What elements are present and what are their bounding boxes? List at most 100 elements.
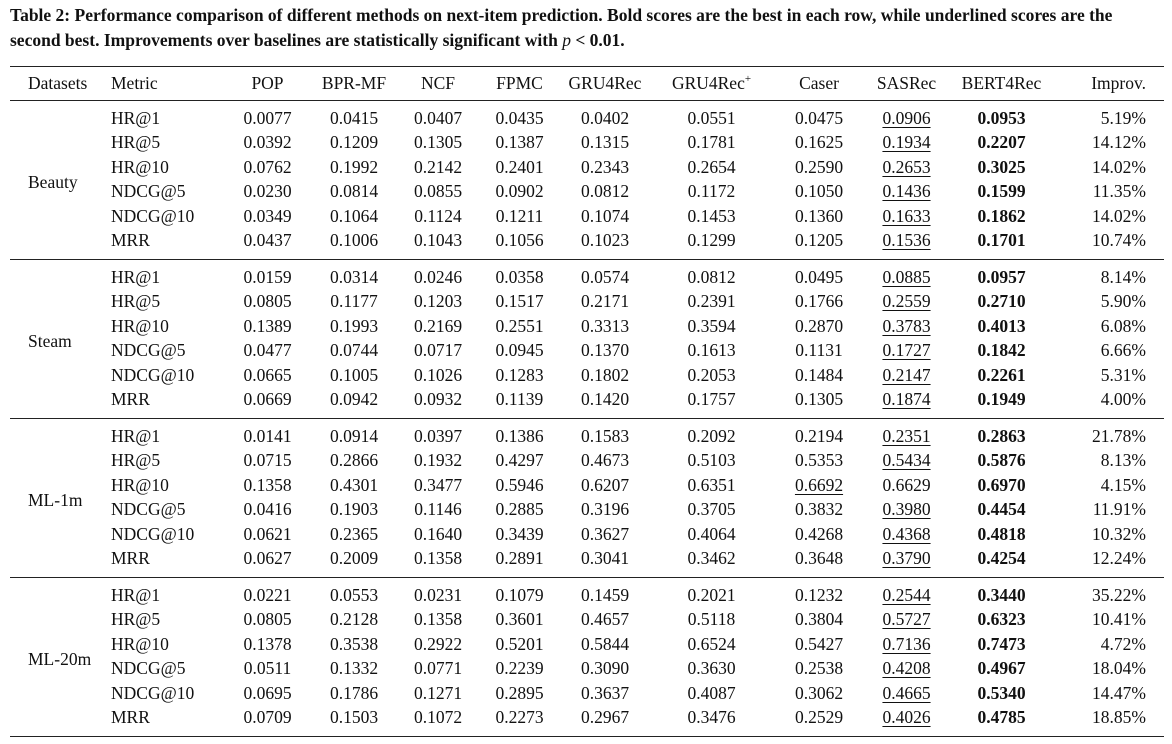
score-cell: 0.4785 <box>949 706 1054 737</box>
score-cell: 0.2863 <box>949 419 1054 449</box>
score: 0.5118 <box>687 609 736 630</box>
score-cell: 0.3601 <box>478 608 561 633</box>
column-header: GRU4Rec <box>561 66 649 101</box>
score: 0.3313 <box>580 315 630 336</box>
score: 0.0437 <box>243 230 292 251</box>
score-cell: 0.3090 <box>561 657 649 682</box>
score: 0.4254 <box>977 548 1026 569</box>
score-cell: 0.3196 <box>561 498 649 523</box>
improvement: 35.22% <box>1092 584 1146 605</box>
score: 0.5103 <box>687 450 736 471</box>
improvement: 4.00% <box>1100 389 1146 410</box>
score-cell: 0.0942 <box>310 388 398 419</box>
data-row: NDCG@5 0.0477 0.0744 0.0717 0.0945 0.1370 0.16… <box>10 339 1164 364</box>
score: 0.3601 <box>495 609 544 630</box>
score-cell: 0.1436 <box>864 180 949 205</box>
score: 0.0416 <box>243 499 292 520</box>
score-cell: 0.0715 <box>225 449 310 474</box>
score-cell: 0.2021 <box>649 578 774 608</box>
score-cell: 0.4026 <box>864 706 949 737</box>
score: 0.0475 <box>794 107 844 128</box>
score: 0.4967 <box>977 658 1026 679</box>
score-cell: 0.6207 <box>561 473 649 498</box>
score-cell: 0.0407 <box>398 101 478 131</box>
score-cell: 0.1599 <box>949 180 1054 205</box>
score-cell: 0.0246 <box>398 260 478 290</box>
data-row: MRR 0.0669 0.0942 0.0932 0.1139 0.1420 0.1757 0… <box>10 388 1164 419</box>
score: 0.3804 <box>794 609 844 630</box>
score: 0.1023 <box>580 230 630 251</box>
score: 0.0914 <box>329 425 379 446</box>
score-cell: 0.0805 <box>225 290 310 315</box>
score: 0.0812 <box>687 266 736 287</box>
score-cell: 0.2401 <box>478 155 561 180</box>
score-cell: 0.2551 <box>478 314 561 339</box>
score-cell: 0.4301 <box>310 473 398 498</box>
score-cell: 0.3062 <box>774 681 864 706</box>
score: 0.0407 <box>413 107 463 128</box>
score: 0.2401 <box>495 156 544 177</box>
score-cell: 0.0957 <box>949 260 1054 290</box>
score-cell: 0.1358 <box>398 608 478 633</box>
score-cell: 0.2207 <box>949 131 1054 156</box>
score: 0.1205 <box>794 230 844 251</box>
score: 0.0669 <box>243 389 292 410</box>
score: 0.4301 <box>329 474 379 495</box>
score: 0.0932 <box>413 389 463 410</box>
score: 0.5727 <box>882 609 931 630</box>
score: 0.5876 <box>977 450 1026 471</box>
score: 0.1517 <box>495 291 544 312</box>
score-cell: 0.1453 <box>649 204 774 229</box>
score-cell: 0.0945 <box>478 339 561 364</box>
score: 0.4368 <box>882 523 931 544</box>
score-cell: 0.1360 <box>774 204 864 229</box>
score: 0.5427 <box>794 633 844 654</box>
score: 0.1146 <box>414 499 462 520</box>
score-cell: 0.1613 <box>649 339 774 364</box>
data-row: MRR 0.0437 0.1006 0.1043 0.1056 0.1023 0.1299 0… <box>10 229 1164 260</box>
score-cell: 0.5118 <box>649 608 774 633</box>
score-cell: 0.1842 <box>949 339 1054 364</box>
score-cell: 0.1389 <box>225 314 310 339</box>
score: 0.2343 <box>580 156 630 177</box>
column-header: Metric <box>105 66 225 101</box>
data-row: NDCG@5 0.0230 0.0814 0.0855 0.0902 0.0812 0.11… <box>10 180 1164 205</box>
score-cell: 0.6351 <box>649 473 774 498</box>
score-cell: 0.1079 <box>478 578 561 608</box>
caption-var: p <box>562 30 571 50</box>
score-cell: 0.0771 <box>398 657 478 682</box>
column-header: BPR-MF <box>310 66 398 101</box>
score: 0.0621 <box>243 523 292 544</box>
score: 0.3439 <box>495 523 544 544</box>
score-cell: 0.6629 <box>864 473 949 498</box>
score: 0.2866 <box>329 450 379 471</box>
score-cell: 0.0627 <box>225 547 310 578</box>
score-cell: 0.1727 <box>864 339 949 364</box>
score: 0.2171 <box>580 291 630 312</box>
data-row: HR@10 0.1389 0.1993 0.2169 0.2551 0.3313 0.359… <box>10 314 1164 339</box>
score-cell: 0.1484 <box>774 363 864 388</box>
score-cell: 0.0415 <box>310 101 398 131</box>
score: 0.0709 <box>243 707 292 728</box>
score: 0.1781 <box>687 132 736 153</box>
score: 0.2365 <box>329 523 379 544</box>
score-cell: 0.0953 <box>949 101 1054 131</box>
score-cell: 0.4818 <box>949 522 1054 547</box>
score: 0.3477 <box>413 474 463 495</box>
score-cell: 0.1903 <box>310 498 398 523</box>
score: 0.2922 <box>413 633 463 654</box>
score-cell: 0.2654 <box>649 155 774 180</box>
score: 0.6323 <box>977 609 1026 630</box>
score: 0.2870 <box>794 315 844 336</box>
score-cell: 0.1043 <box>398 229 478 260</box>
score: 0.2529 <box>794 707 844 728</box>
score: 0.0397 <box>413 425 463 446</box>
score-cell: 0.0402 <box>561 101 649 131</box>
score: 0.0415 <box>329 107 379 128</box>
score: 0.1387 <box>495 132 544 153</box>
score: 0.0762 <box>243 156 292 177</box>
score-cell: 0.5727 <box>864 608 949 633</box>
score: 0.3062 <box>794 682 844 703</box>
score-cell: 0.1625 <box>774 131 864 156</box>
